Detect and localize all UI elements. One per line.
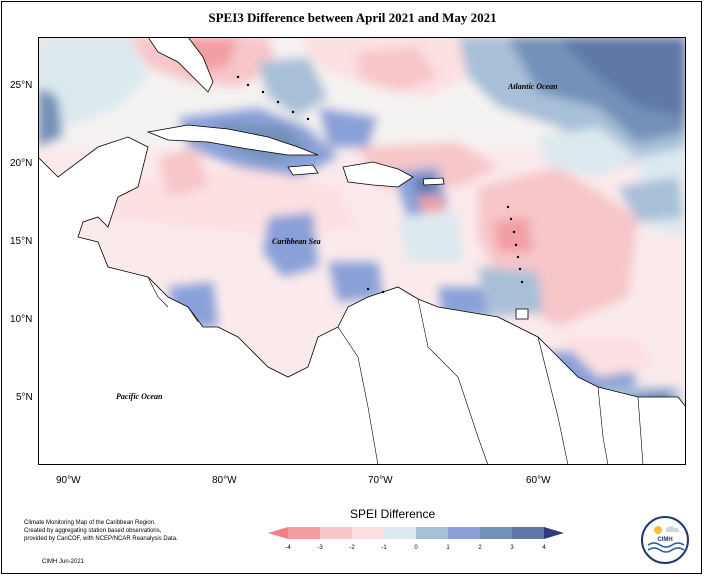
lon-tick-70w: 70°W (368, 475, 393, 486)
legend-bin (320, 527, 352, 539)
lat-tick-25n: 25°N (10, 80, 33, 91)
legend-tick-label: -2 (349, 545, 355, 551)
color-legend: -4 -3 -2 -1 0 1 2 3 4 (268, 527, 564, 551)
lon-tick-60w: 60°W (526, 475, 551, 486)
legend-extend-high (544, 527, 564, 539)
lat-tick-20n: 20°N (10, 158, 33, 169)
credit-date: CIMH Jun-2021 (42, 559, 85, 565)
credit-line-2: Created by aggregating station based obs… (24, 528, 162, 534)
map-panel: Atlantic Ocean Caribbean Sea Pacific Oce… (38, 37, 686, 465)
caribbean-sea-label: Caribbean Sea (272, 237, 321, 246)
logo-text: CIMH (657, 537, 672, 543)
land-masses (38, 37, 686, 465)
legend-tick-label: -1 (381, 545, 387, 551)
lat-tick-15n: 15°N (10, 236, 33, 247)
legend-tick-label: -3 (317, 545, 323, 551)
legend-tick-label: -4 (285, 545, 291, 551)
legend-extend-low (268, 527, 288, 539)
legend-bin (352, 527, 384, 539)
legend-bin (384, 527, 416, 539)
island-markers (236, 75, 524, 294)
legend-bin (480, 527, 512, 539)
legend-tick-label: 0 (414, 545, 418, 551)
lon-tick-80w: 80°W (212, 475, 237, 486)
credit-line-1: Climate Monitoring Map of the Caribbean … (24, 520, 156, 526)
legend-tick-label: 1 (446, 545, 450, 551)
lon-tick-90w: 90°W (56, 475, 81, 486)
lat-tick-10n: 10°N (10, 314, 33, 325)
pacific-ocean-label: Pacific Ocean (116, 392, 163, 401)
lat-tick-5n: 5°N (16, 392, 33, 403)
country-borders (147, 276, 644, 465)
atlantic-ocean-label: Atlantic Ocean (507, 82, 558, 91)
spei-field (38, 37, 686, 465)
legend-bin (288, 527, 320, 539)
legend-title: SPEI Difference (350, 507, 436, 521)
legend-tick-label: 4 (542, 545, 546, 551)
legend-bin (512, 527, 544, 539)
legend-tick-label: 3 (510, 545, 514, 551)
map-border (38, 37, 686, 465)
legend-tick-label: 2 (478, 545, 482, 551)
credit-line-3: provided by CariCOF, with NCEP/NCAR Rean… (24, 536, 178, 542)
legend-bin (416, 527, 448, 539)
credit-text: Climate Monitoring Map of the Caribbean … (24, 519, 224, 543)
map-title: SPEI3 Difference between April 2021 and … (208, 10, 497, 25)
legend-bin (448, 527, 480, 539)
cimh-logo: CIMH (641, 516, 689, 564)
